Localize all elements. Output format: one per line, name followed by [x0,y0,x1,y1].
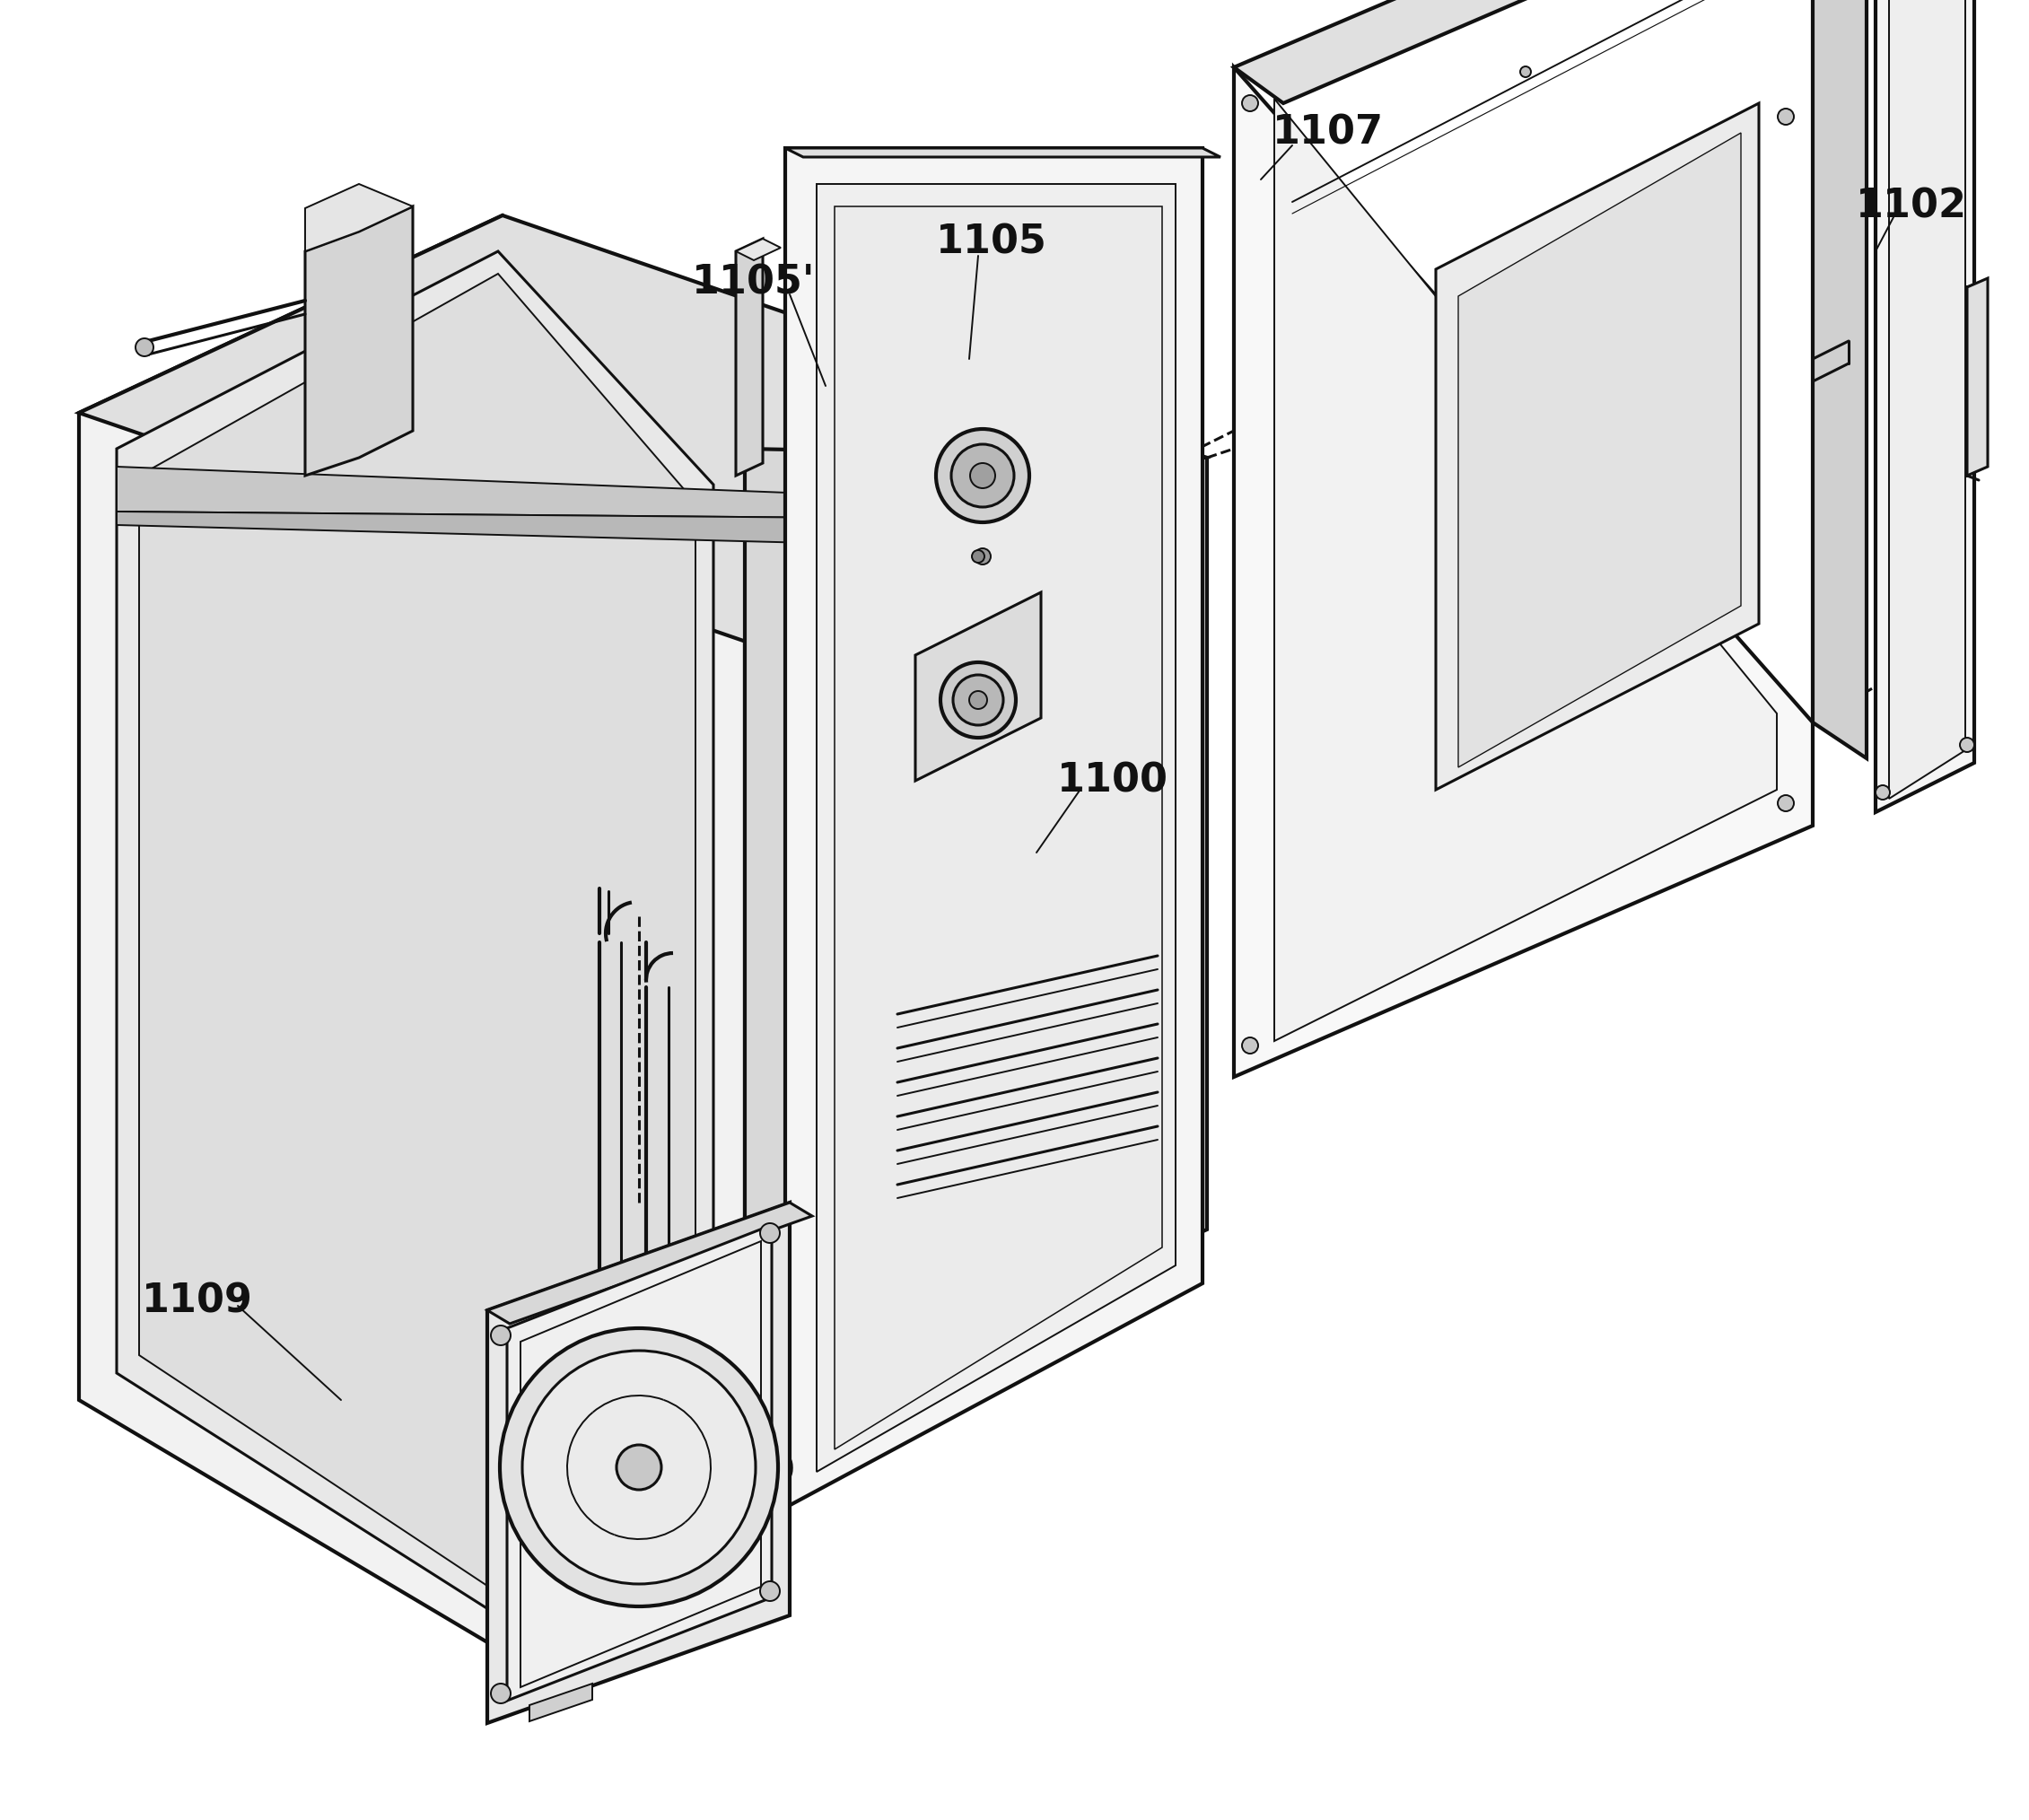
Polygon shape [487,1203,812,1323]
Circle shape [1777,109,1794,126]
Polygon shape [915,592,1041,781]
Text: 1105: 1105 [935,224,1047,262]
Polygon shape [1234,0,1867,104]
Text: 1109: 1109 [142,1281,254,1321]
Polygon shape [116,466,1159,521]
Polygon shape [79,215,745,1651]
Circle shape [952,444,1014,508]
Circle shape [491,1684,511,1704]
Circle shape [1242,95,1258,111]
Polygon shape [1459,133,1741,768]
Circle shape [491,1325,511,1345]
Polygon shape [1889,0,1966,799]
Polygon shape [140,273,696,1592]
Polygon shape [304,184,412,251]
Polygon shape [487,1203,789,1724]
Polygon shape [304,206,412,475]
Polygon shape [1437,104,1759,790]
Polygon shape [1875,0,1974,812]
Circle shape [617,1445,661,1491]
Circle shape [761,1223,779,1243]
Polygon shape [834,206,1163,1449]
Polygon shape [737,238,781,260]
Circle shape [761,1582,779,1602]
Polygon shape [79,215,1207,655]
Text: 1105': 1105' [692,264,816,302]
Circle shape [972,550,984,562]
Polygon shape [785,147,1221,157]
Polygon shape [737,238,763,475]
Circle shape [1242,1037,1258,1054]
Circle shape [941,662,1017,737]
Circle shape [1520,66,1532,76]
Text: 1100: 1100 [1057,761,1169,801]
Polygon shape [116,251,714,1616]
Polygon shape [816,184,1175,1472]
Polygon shape [1274,98,1777,1041]
Polygon shape [785,147,1203,1507]
Circle shape [1875,784,1889,799]
Polygon shape [530,1684,592,1722]
Circle shape [974,548,990,564]
Circle shape [935,430,1029,522]
Circle shape [954,675,1002,724]
Circle shape [521,1350,755,1583]
Circle shape [1960,737,1974,752]
Text: 1102: 1102 [1857,187,1966,226]
Polygon shape [521,1241,761,1687]
Polygon shape [745,450,1207,1436]
Polygon shape [1812,0,1867,759]
Text: 1300: 1300 [684,1452,795,1491]
Circle shape [970,692,988,710]
Polygon shape [116,511,1159,551]
Circle shape [970,462,994,488]
Circle shape [499,1329,777,1607]
Polygon shape [507,1225,771,1700]
Text: 1107: 1107 [1272,113,1384,153]
Polygon shape [1234,67,1812,1077]
Circle shape [136,339,154,357]
Polygon shape [1966,278,1988,475]
Circle shape [1777,795,1794,812]
